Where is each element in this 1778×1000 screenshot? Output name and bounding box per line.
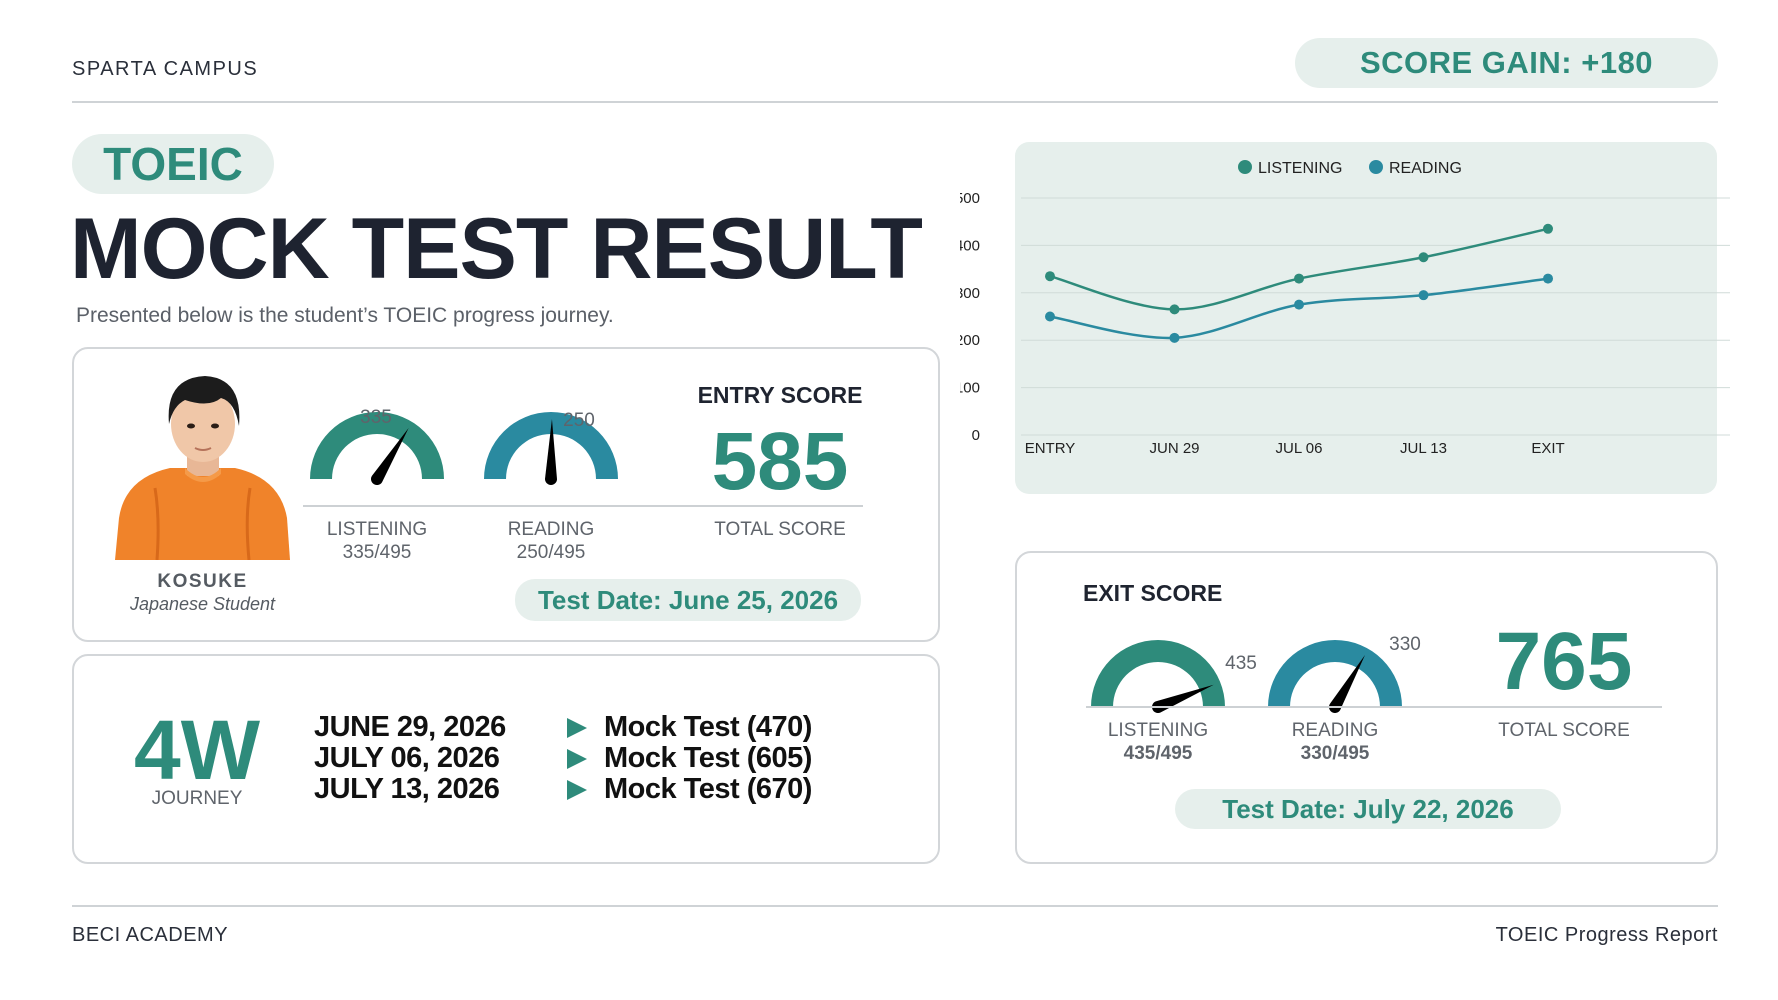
x-tick-label: JUL 06 <box>1276 440 1323 457</box>
play-arrow-icon <box>567 749 587 769</box>
reading-data-point <box>1294 299 1304 310</box>
header-divider <box>72 101 1718 103</box>
exit-reading-gauge-needle <box>1329 655 1365 713</box>
entry-reading-fraction: 250/495 <box>516 542 586 563</box>
exit-reading-gauge-arc <box>1268 640 1402 707</box>
reading-data-point <box>1543 273 1553 284</box>
student-avatar-icon <box>115 376 290 560</box>
y-tick-label: 300 <box>960 285 980 302</box>
entry-baseline <box>303 505 863 507</box>
footer-report-title: TOEIC Progress Report <box>1495 924 1718 946</box>
entry-total-label: TOTAL SCORE <box>714 519 846 540</box>
x-tick-label: EXIT <box>1531 440 1564 457</box>
journey-test-2: Mock Test (605) <box>604 742 812 774</box>
entry-total-score: 585 <box>711 416 849 507</box>
exit-listening-fraction: 435/495 <box>1123 743 1193 764</box>
entry-score-heading: ENTRY SCORE <box>697 382 863 408</box>
entry-test-date: Test Date: June 25, 2026 <box>515 579 861 621</box>
exit-reading-gauge <box>1268 640 1402 713</box>
exit-reading-label: READING <box>1291 720 1379 741</box>
score-gain-badge: SCORE GAIN: +180 <box>1295 38 1718 88</box>
entry-listening-value: 335 <box>360 407 392 428</box>
legend-marker <box>1369 160 1383 174</box>
campus-name: SPARTA CAMPUS <box>72 58 259 80</box>
entry-reading-gauge <box>484 412 618 485</box>
listening-series-line <box>1049 227 1549 311</box>
entry-listening-gauge-needle <box>371 428 409 485</box>
exit-total-label: TOTAL SCORE <box>1498 720 1630 741</box>
journey-test-1: Mock Test (470) <box>604 711 812 743</box>
journey-duration: 4W <box>134 703 260 797</box>
listening-data-point <box>1045 271 1055 282</box>
progress-line-chart: 0 100 200 300 400 500 ENTRY JUN 29 JUL 06 JUL 13… <box>960 160 1730 457</box>
entry-listening-gauge-arc <box>310 412 444 479</box>
reading-data-point <box>1045 311 1055 322</box>
y-tick-label: 100 <box>960 380 980 397</box>
exit-test-date: Test Date: July 22, 2026 <box>1175 789 1561 829</box>
exit-listening-gauge <box>1091 640 1225 713</box>
page-subtitle: Presented below is the student’s TOEIC p… <box>76 304 614 327</box>
student-photo <box>115 368 290 560</box>
footer-divider <box>72 905 1718 907</box>
student-name: KOSUKE <box>157 571 248 592</box>
exit-reading-fraction: 330/495 <box>1300 743 1370 764</box>
journey-date-3: JULY 13, 2026 <box>314 773 500 805</box>
journey-card: 4W JOURNEY JUNE 29, 2026 JULY 06, 2026 J… <box>72 654 940 864</box>
reading-data-point <box>1418 290 1429 301</box>
exit-listening-gauge-needle <box>1152 684 1214 713</box>
play-arrow-icon <box>567 780 587 800</box>
journey-test-3: Mock Test (670) <box>604 773 812 805</box>
exit-listening-label: LISTENING <box>1107 720 1209 741</box>
toeic-tag: TOEIC <box>72 134 274 194</box>
journey-label: JOURNEY <box>151 788 243 809</box>
y-tick-label: 500 <box>960 190 980 207</box>
listening-data-point <box>1169 304 1180 315</box>
x-tick-label: JUL 13 <box>1400 440 1447 457</box>
entry-listening-label: LISTENING <box>326 519 428 540</box>
listening-data-point <box>1418 252 1429 263</box>
entry-reading-label: READING <box>507 519 595 540</box>
entry-reading-gauge-arc <box>484 412 618 479</box>
reading-data-point <box>1169 332 1180 343</box>
entry-reading-value: 250 <box>563 410 595 431</box>
exit-score-heading: EXIT SCORE <box>1083 580 1223 606</box>
y-tick-label: 200 <box>960 332 980 349</box>
exit-listening-gauge-arc <box>1091 640 1225 707</box>
play-arrow-icon <box>567 718 587 738</box>
exit-listening-value: 435 <box>1225 653 1257 674</box>
entry-reading-gauge-needle <box>545 419 557 485</box>
exit-score-card: EXIT SCORE 435 330 LISTENING 435/495 REA… <box>1015 551 1718 864</box>
listening-data-point <box>1294 273 1304 284</box>
entry-listening-fraction: 335/495 <box>342 542 412 563</box>
footer-academy: BECI ACADEMY <box>72 924 229 946</box>
student-description: Japanese Student <box>129 594 276 614</box>
legend-label: LISTENING <box>1258 160 1342 177</box>
x-tick-label: ENTRY <box>1025 440 1076 457</box>
entry-listening-gauge <box>310 412 444 485</box>
y-tick-label: 0 <box>972 427 980 444</box>
legend-label: READING <box>1389 160 1462 177</box>
journey-date-1: JUNE 29, 2026 <box>314 711 506 743</box>
entry-score-card: KOSUKE Japanese Student 335 250 LISTENIN… <box>72 347 940 642</box>
exit-total-score: 765 <box>1495 616 1633 707</box>
listening-data-point <box>1543 223 1553 234</box>
x-tick-label: JUN 29 <box>1149 440 1199 457</box>
legend-marker <box>1238 160 1252 174</box>
page-title: MOCK TEST RESULT <box>70 201 923 297</box>
journey-date-2: JULY 06, 2026 <box>314 742 500 774</box>
y-tick-label: 400 <box>960 237 980 254</box>
exit-reading-value: 330 <box>1389 634 1421 655</box>
exit-baseline <box>1086 706 1662 708</box>
